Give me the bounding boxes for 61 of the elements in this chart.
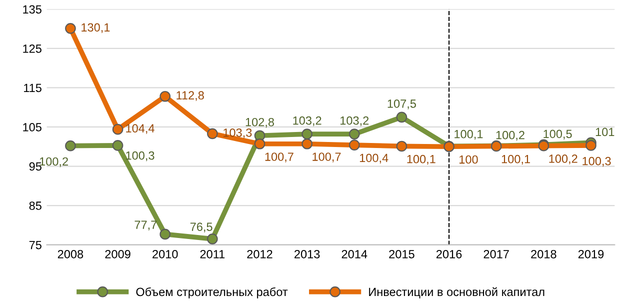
point — [586, 140, 596, 151]
data-label: 100,1 — [502, 154, 530, 165]
point — [207, 233, 218, 244]
x-tick-label: 2013 — [294, 250, 320, 258]
y-tick-label: 115 — [24, 84, 42, 92]
data-label: 103,2 — [293, 116, 322, 126]
point — [302, 128, 312, 140]
data-label: 100,4 — [360, 154, 388, 164]
point — [65, 23, 76, 34]
data-label: 100,7 — [265, 152, 294, 162]
data-label: 112,8 — [176, 91, 204, 101]
y-tick-label: 135 — [23, 5, 42, 14]
x-tick-label: 2019 — [578, 250, 604, 258]
data-label: 103,2 — [340, 116, 369, 126]
x-tick-label: 2010 — [152, 250, 178, 258]
x-tick-label: 2008 — [58, 250, 84, 258]
data-label: 100 — [460, 155, 478, 164]
point — [396, 112, 408, 123]
point — [65, 140, 76, 152]
x-tick-label: 2018 — [531, 250, 556, 258]
point — [348, 140, 360, 150]
y-tick-label: 85 — [29, 202, 42, 210]
x-tick-label: 2015 — [389, 250, 414, 258]
point — [160, 228, 171, 240]
point — [254, 138, 266, 150]
data-label: 104,4 — [126, 124, 154, 134]
data-label: 101 — [596, 128, 614, 136]
y-tick-label: 75 — [29, 240, 42, 250]
data-label: 100,1 — [454, 130, 483, 140]
point — [112, 124, 124, 135]
data-label: 100,5 — [544, 130, 572, 140]
data-label: 102,8 — [246, 118, 274, 128]
y-tick-label: 95 — [29, 162, 42, 171]
data-label: 100,3 — [582, 156, 611, 167]
data-label: 130,1 — [82, 23, 110, 33]
data-label: 100,7 — [312, 152, 341, 162]
x-tick-label: 2014 — [342, 250, 368, 258]
x-tick-label: 2016 — [436, 250, 462, 258]
y-tick-label: 105 — [23, 123, 42, 132]
point — [112, 140, 124, 151]
data-label: 76,5 — [190, 222, 212, 232]
point — [207, 128, 218, 140]
point — [348, 128, 360, 140]
x-tick-label: 2011 — [200, 250, 225, 258]
point — [160, 90, 171, 102]
point — [396, 140, 408, 152]
data-label: 100,2 — [496, 130, 524, 141]
legend-label: Объем строительных работ — [136, 287, 288, 298]
data-label: 100,2 — [40, 157, 68, 168]
x-tick-label: 2012 — [247, 250, 272, 258]
data-label: 103,3 — [224, 128, 252, 138]
data-label: 100,3 — [126, 151, 154, 162]
legend-label: Инвестиции в основной капитал — [369, 287, 544, 298]
data-label: 100,2 — [549, 154, 578, 164]
data-label: 100,1 — [407, 154, 436, 165]
point — [302, 138, 312, 150]
y-tick-label: 125 — [23, 44, 42, 53]
data-label: 107,5 — [388, 99, 416, 110]
data-label: 77,7 — [134, 220, 157, 230]
x-tick-label: 2017 — [484, 250, 509, 258]
x-tick-label: 2009 — [105, 250, 130, 258]
